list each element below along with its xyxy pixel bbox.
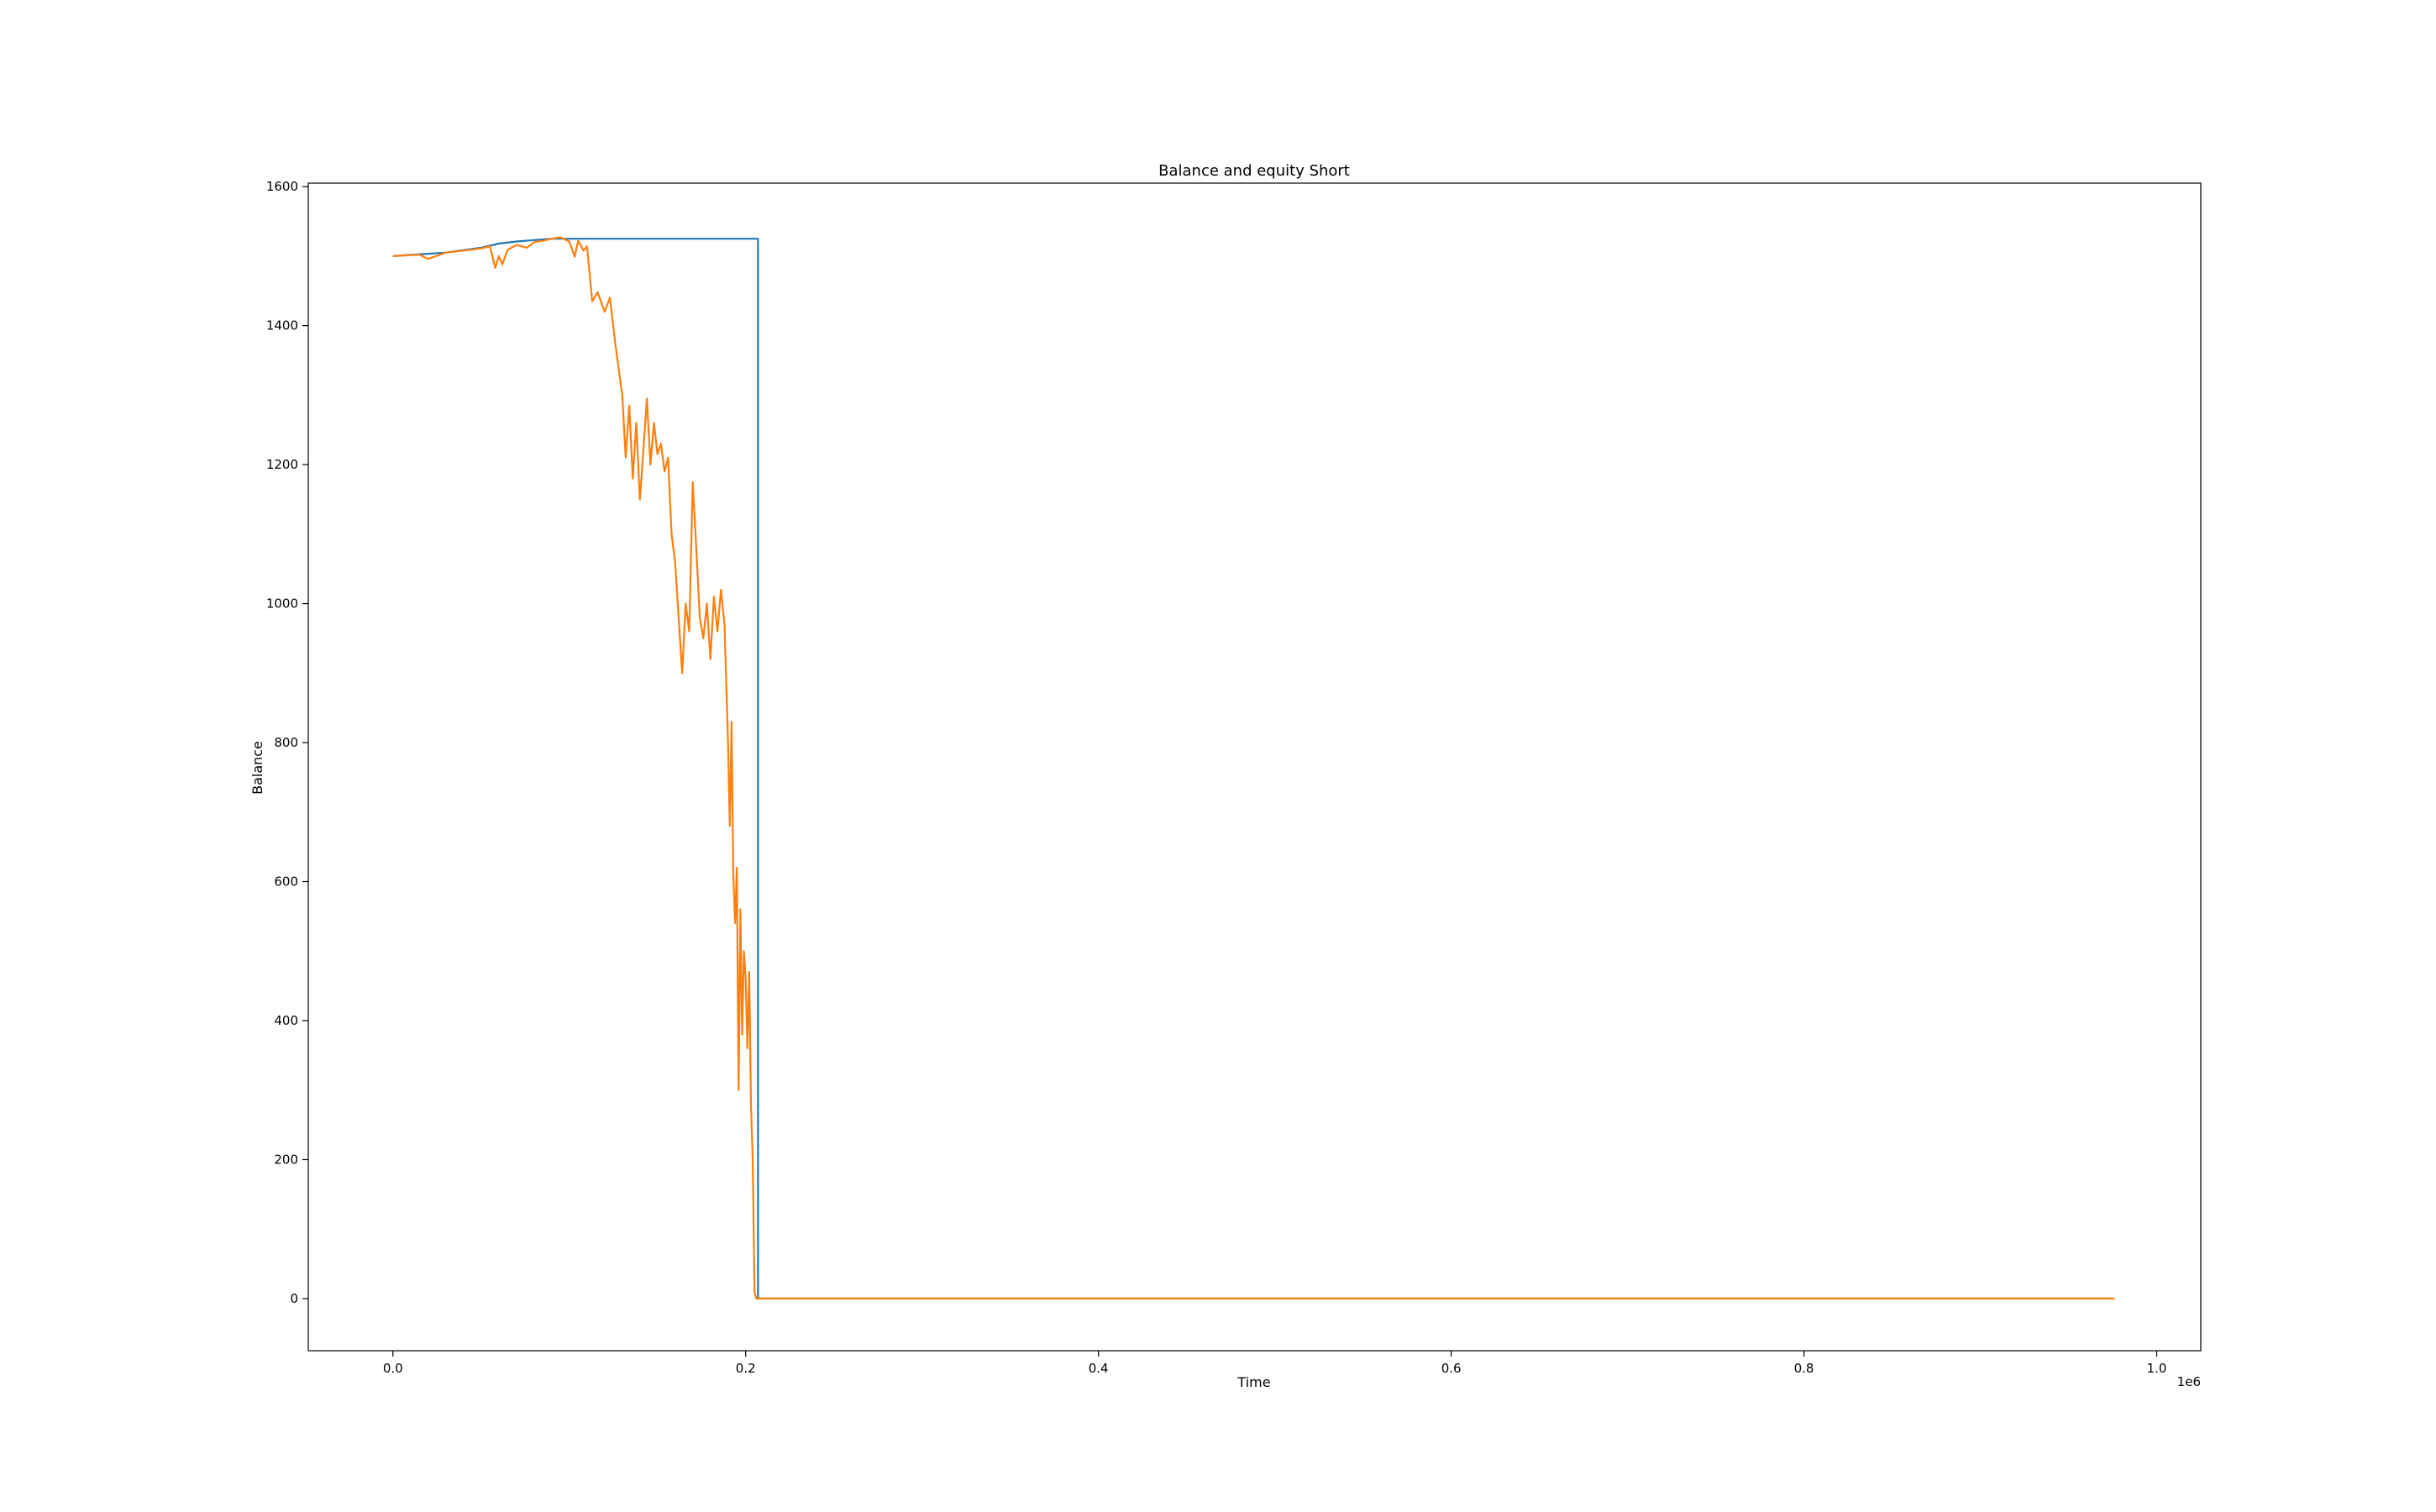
y-tick-label: 1200 — [266, 457, 298, 472]
y-tick-label: 0 — [290, 1291, 298, 1306]
x-tick-label: 0.8 — [1794, 1361, 1814, 1376]
y-tick-label: 1400 — [266, 318, 298, 333]
x-axis-label: Time — [1236, 1374, 1270, 1390]
plot-frame — [307, 182, 2202, 1352]
y-axis-label: Balance — [249, 741, 265, 795]
x-tick-label: 1.0 — [2147, 1361, 2167, 1376]
x-axis-offset-label: 1e6 — [2177, 1374, 2201, 1389]
y-tick-label: 600 — [274, 874, 298, 890]
y-tick-label: 800 — [274, 735, 298, 750]
plot-background — [308, 183, 2201, 1351]
chart-title: Balance and equity Short — [1158, 162, 1350, 180]
x-tick-label: 0.0 — [383, 1361, 403, 1376]
x-tick-label: 0.2 — [736, 1361, 756, 1376]
y-tick-label: 200 — [274, 1152, 298, 1167]
x-tick-label: 0.4 — [1089, 1361, 1109, 1376]
series-line-2 — [392, 236, 2115, 1300]
plot-area — [308, 183, 2201, 1351]
x-axis-ticks: 0.0 0.2 0.4 0.6 0.8 1.0 — [383, 1351, 2167, 1376]
y-tick-label: 1600 — [266, 179, 298, 194]
y-tick-label: 1000 — [266, 596, 298, 612]
y-axis-ticks: 0 200 400 600 800 1000 1200 1400 1600 — [266, 179, 308, 1306]
y-tick-label: 400 — [274, 1013, 298, 1028]
series-layer — [392, 236, 2115, 1300]
x-tick-label: 0.6 — [1441, 1361, 1462, 1376]
